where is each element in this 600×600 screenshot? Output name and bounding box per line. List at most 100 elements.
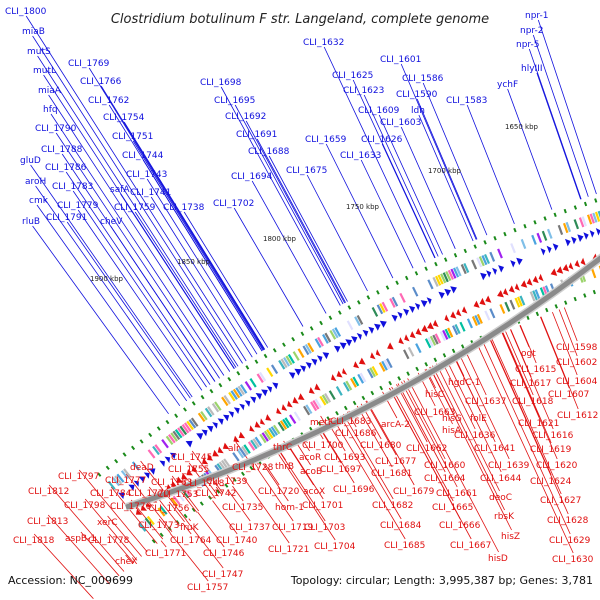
reverse-leader-line <box>186 520 224 569</box>
reverse-gene-label: CLI_1615 <box>515 365 556 375</box>
feature-block <box>314 398 322 409</box>
feature-block <box>179 425 188 436</box>
feature-block <box>383 359 391 370</box>
position-tick <box>105 465 110 471</box>
feature-block <box>159 505 168 515</box>
feature-block <box>238 447 247 457</box>
reverse-gene-label: hisG <box>442 414 462 424</box>
reverse-gene-arrow <box>276 407 282 415</box>
forward-gene-arrow <box>333 345 341 353</box>
reverse-gene-label: CLI_1685 <box>384 541 425 551</box>
reverse-leader-line <box>356 405 393 468</box>
reverse-leader-line <box>366 400 415 486</box>
feature-block <box>520 238 527 249</box>
scale-tick-labels: 1650 kbp 1700 kbp 1750 kbp 1800 kbp 1850… <box>90 123 539 283</box>
reverse-gene-arrow <box>331 374 337 381</box>
position-tick <box>139 439 144 444</box>
forward-gene-arrow <box>414 303 420 311</box>
feature-block <box>474 314 481 325</box>
forward-gene-arrow <box>583 232 589 240</box>
forward-gene-label: CLI_1590 <box>396 90 438 100</box>
position-tick <box>224 483 229 488</box>
forward-strand-genes <box>118 228 600 499</box>
reverse-gene-label: CLI_1763 <box>151 478 192 488</box>
feature-block <box>529 291 536 302</box>
reverse-gene-label: CLI_1764 <box>170 536 212 546</box>
position-tick <box>232 477 237 482</box>
reverse-leader-line <box>389 387 472 540</box>
reverse-leader-line <box>188 518 191 522</box>
position-tick <box>434 261 438 267</box>
feature-block <box>434 333 442 344</box>
forward-leader-line <box>110 225 216 382</box>
reverse-gene-label: thrB <box>275 462 294 472</box>
reverse-gene-arrow <box>342 368 348 375</box>
position-tick <box>463 248 468 254</box>
forward-leader-line <box>233 207 304 327</box>
reverse-leader-line <box>212 500 238 535</box>
feature-block <box>386 358 393 369</box>
forward-gene-label: CLI_1688 <box>248 147 290 157</box>
feature-block <box>478 256 485 267</box>
position-tick <box>424 266 428 271</box>
position-tick <box>216 489 221 494</box>
forward-gene-arrow <box>408 305 416 313</box>
feature-block <box>138 522 147 532</box>
forward-gene-arrow <box>571 236 577 245</box>
forward-gene-label: mutS <box>27 47 51 57</box>
feature-block <box>514 297 521 308</box>
forward-gene-label: CLI_1759 <box>114 203 156 213</box>
feature-block <box>280 358 288 369</box>
forward-leader-line <box>532 34 589 197</box>
reverse-leader-line <box>339 415 402 520</box>
position-tick <box>433 357 438 363</box>
reverse-gene-label: CLI_1681 <box>371 469 412 479</box>
forward-leader-line <box>142 159 263 352</box>
forward-leader-line <box>537 19 597 195</box>
reverse-gene-label: thrC <box>273 443 292 453</box>
feature-block <box>442 329 449 340</box>
forward-gene-label: npr-2 <box>520 26 544 36</box>
feature-block <box>305 404 313 414</box>
position-tick <box>513 227 517 233</box>
reverse-leader-line <box>227 489 251 522</box>
feature-block <box>120 470 129 480</box>
feature-block <box>181 424 190 434</box>
position-tick <box>254 359 259 364</box>
feature-block <box>190 417 199 427</box>
feature-block <box>131 461 140 471</box>
forward-gene-label: cheV <box>100 217 123 227</box>
feature-block <box>161 439 169 449</box>
feature-block <box>170 497 179 507</box>
feature-block <box>259 433 267 444</box>
forward-gene-label: CLI_1741 <box>130 188 171 198</box>
feature-block <box>444 328 451 339</box>
feature-block <box>266 429 274 439</box>
feature-block <box>369 367 376 378</box>
scale-tick-label: 1850 kbp <box>177 258 211 266</box>
reverse-leader-line <box>396 384 428 443</box>
forward-leader-line <box>325 143 394 279</box>
forward-gene-arrow <box>438 291 445 299</box>
feature-block <box>356 314 364 325</box>
reverse-gene-arrow <box>508 285 515 293</box>
forward-gene-label: CLI_1751 <box>112 132 153 142</box>
forward-leader-line <box>50 113 225 376</box>
feature-block <box>592 212 598 223</box>
position-tick <box>227 376 232 382</box>
forward-gene-arrow <box>322 352 330 360</box>
position-tick <box>553 212 557 218</box>
feature-block <box>152 445 160 456</box>
feature-block <box>214 401 222 411</box>
reverse-gene-label: CLI_1778 <box>88 536 130 546</box>
forward-gene-label: npr-5 <box>516 40 540 50</box>
forward-gene-arrow <box>450 286 457 294</box>
feature-block <box>391 296 399 307</box>
forward-gene-arrow <box>379 320 387 328</box>
reverse-gene-label: CLI_1746 <box>203 549 245 559</box>
forward-leader-line <box>360 159 414 269</box>
feature-block <box>302 345 310 356</box>
feature-block <box>172 430 181 441</box>
reverse-gene-label: CLI_1612 <box>557 411 598 421</box>
reverse-gene-arrow <box>444 314 450 322</box>
